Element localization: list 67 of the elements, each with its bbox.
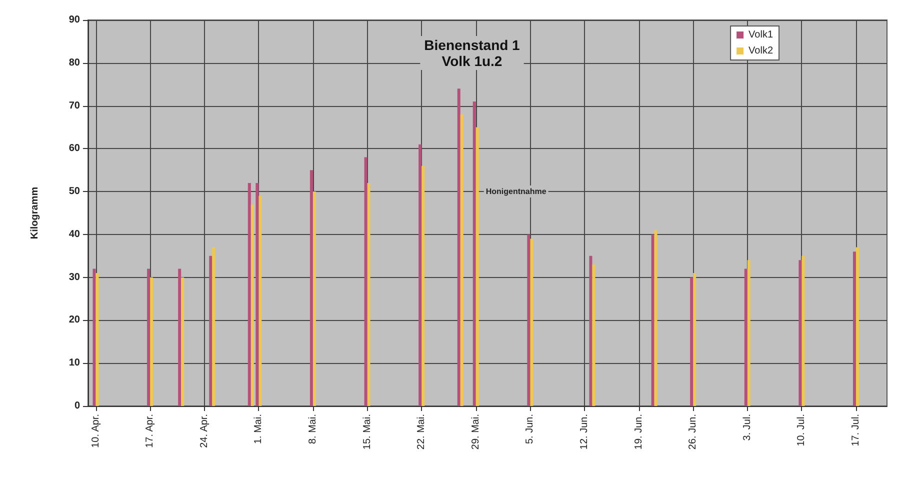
bar	[530, 238, 534, 406]
bar	[654, 230, 658, 406]
x-tick-label: 3. Jul.	[742, 414, 753, 441]
x-tick-label: 8. Mai.	[307, 414, 318, 444]
bar	[248, 182, 251, 406]
bar	[256, 182, 259, 406]
y-tick-label: 90	[68, 14, 80, 26]
bar	[747, 260, 750, 406]
annotation: Honigentnahme	[486, 187, 547, 196]
bar	[589, 256, 592, 406]
bar	[856, 247, 859, 406]
bar	[178, 268, 182, 406]
x-tick-label: 1. Mai.	[253, 414, 264, 444]
text: Volk 1u.2	[442, 53, 502, 69]
x-tick-label: 15. Mai.	[362, 414, 373, 450]
y-tick-label: 80	[68, 57, 80, 68]
x-tick-label: 22. Mai.	[416, 414, 428, 450]
bar	[798, 260, 802, 406]
bar	[92, 268, 96, 406]
bar	[209, 256, 212, 406]
bar	[690, 277, 694, 406]
text: Bienenstand 1	[424, 37, 520, 53]
bar	[258, 196, 262, 406]
bar	[96, 273, 99, 406]
bar	[367, 182, 370, 406]
y-tick-label: 0	[74, 400, 80, 412]
bar	[744, 268, 748, 406]
legend-label: Volk1	[748, 30, 774, 40]
bar	[312, 192, 316, 406]
y-tick-label: 30	[68, 272, 80, 283]
y-tick-label: 50	[68, 186, 80, 198]
x-tick-label: 10. Apr.	[90, 414, 102, 448]
x-tick-label: 29. Mai.	[470, 414, 482, 450]
y-axis-title: Kilogramm	[30, 186, 40, 240]
x-tick-label: 17. Jul.	[850, 414, 862, 446]
bar	[472, 101, 476, 406]
x-tick-label: 5. Jun.	[524, 414, 536, 444]
bar	[150, 277, 154, 406]
bar	[802, 256, 805, 406]
x-tick-label: 17. Apr.	[144, 414, 156, 448]
bar	[457, 88, 460, 406]
bar	[181, 277, 184, 406]
bar	[310, 170, 313, 406]
y-tick-label: 40	[68, 228, 80, 240]
bar	[364, 157, 368, 406]
legend-label: Volk2	[748, 46, 774, 56]
bar	[592, 264, 596, 406]
bar	[527, 234, 530, 406]
y-tick-label: 10	[68, 358, 80, 369]
x-tick-label: 10. Jul.	[796, 414, 808, 446]
bar	[250, 204, 254, 406]
x-tick-label: 24. Apr.	[198, 414, 210, 448]
x-tick-label: 26. Jun.	[688, 414, 699, 450]
x-tick-label: 12. Jun.	[578, 414, 590, 450]
y-tick-label: 60	[68, 143, 80, 154]
y-tick-label: 20	[68, 314, 80, 326]
y-tick-label: 70	[68, 100, 80, 112]
bar	[418, 144, 422, 406]
bar	[147, 268, 150, 406]
bar	[693, 273, 696, 406]
bar	[460, 114, 464, 406]
bar	[651, 234, 654, 406]
bar	[422, 166, 425, 406]
x-tick-label: 19. Jun.	[633, 414, 644, 450]
bar	[852, 252, 856, 406]
bar	[476, 127, 479, 406]
bar	[212, 247, 216, 406]
